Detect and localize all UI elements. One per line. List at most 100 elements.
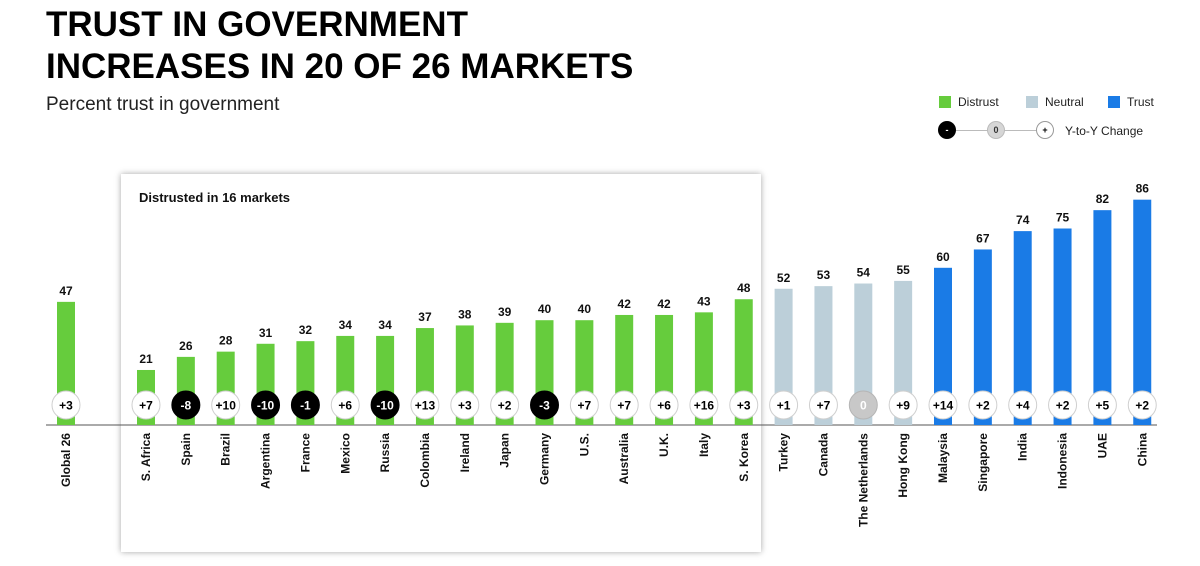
yoy-label-18: +7 [817, 399, 831, 413]
value-label-23: 74 [1016, 213, 1030, 227]
category-label-11: Germany [538, 433, 552, 485]
bar-17 [774, 288, 793, 425]
category-label-9: Ireland [458, 433, 472, 472]
value-label-19: 54 [857, 266, 871, 280]
value-label-10: 39 [498, 305, 512, 319]
value-label-9: 38 [458, 307, 472, 321]
yoy-label-7: -10 [376, 399, 394, 413]
yoy-circle-7 [370, 390, 400, 420]
yoy-circle-25 [1087, 390, 1117, 420]
yoy-circle-12 [569, 390, 599, 420]
yoy-label-17: +1 [777, 399, 791, 413]
bar-18 [814, 286, 833, 425]
category-label-26: China [1135, 433, 1149, 467]
bar-25 [1093, 210, 1112, 425]
legend-yoy-label: Y-to-Y Change [1065, 124, 1144, 138]
yoy-label-11: -3 [539, 399, 550, 413]
category-label-12: U.S. [577, 433, 591, 456]
yoy-circle-17 [769, 390, 799, 420]
legend-distrust-swatch [939, 96, 951, 108]
value-label-24: 75 [1056, 211, 1070, 225]
bar-19 [854, 283, 873, 425]
value-label-8: 37 [418, 310, 432, 324]
yoy-circle-1 [131, 390, 161, 420]
bar-23 [1013, 231, 1032, 425]
yoy-circle-0 [51, 390, 81, 420]
yoy-label-23: +4 [1016, 399, 1030, 413]
yoy-label-25: +5 [1096, 399, 1110, 413]
legend-trust-swatch [1108, 96, 1120, 108]
yoy-circle-14 [649, 390, 679, 420]
yoy-label-1: +7 [139, 399, 153, 413]
legend-distrust-label: Distrust [958, 95, 999, 109]
yoy-label-13: +7 [617, 399, 631, 413]
yoy-label-9: +3 [458, 399, 472, 413]
value-label-7: 34 [378, 318, 392, 332]
category-label-19: The Netherlands [856, 433, 870, 527]
yoy-circle-11 [530, 390, 559, 420]
yoy-circle-19 [848, 390, 878, 420]
category-label-22: Singapore [976, 433, 990, 492]
value-label-22: 67 [976, 231, 990, 245]
category-label-4: Argentina [259, 433, 273, 489]
yoy-circle-13 [609, 390, 639, 420]
bar-21 [934, 267, 952, 425]
yoy-circle-2 [171, 390, 201, 420]
yoy-label-19: 0 [860, 399, 867, 413]
legend-yoy-negative: - [938, 121, 956, 139]
category-label-6: Mexico [338, 433, 352, 474]
value-label-4: 31 [259, 326, 273, 340]
category-label-16: S. Korea [737, 433, 751, 482]
yoy-circle-24 [1048, 390, 1078, 420]
bar-24 [1053, 228, 1072, 425]
yoy-label-4: -10 [257, 399, 275, 413]
category-label-23: India [1016, 433, 1030, 461]
legend-trust: Trust [1108, 95, 1154, 109]
bar-22 [973, 249, 992, 425]
category-label-25: UAE [1095, 433, 1109, 458]
category-label-15: Italy [697, 433, 711, 457]
bar-26 [1133, 199, 1152, 425]
yoy-label-6: +6 [338, 399, 352, 413]
value-label-14: 42 [657, 297, 671, 311]
value-label-25: 82 [1096, 192, 1110, 206]
value-label-26: 86 [1136, 182, 1150, 196]
yoy-label-20: +9 [896, 399, 910, 413]
legend-neutral: Neutral [1026, 95, 1084, 109]
value-label-17: 52 [777, 271, 791, 285]
yoy-label-8: +13 [415, 399, 436, 413]
value-label-13: 42 [618, 297, 632, 311]
yoy-label-2: -8 [181, 399, 192, 413]
value-label-3: 28 [219, 334, 233, 348]
yoy-circle-26 [1127, 390, 1157, 420]
value-label-20: 55 [896, 263, 910, 277]
yoy-circle-8 [410, 390, 440, 420]
value-label-0: 47 [59, 284, 73, 298]
yoy-label-10: +2 [498, 399, 512, 413]
chart-title: TRUST IN GOVERNMENT INCREASES IN 20 OF 2… [46, 4, 633, 88]
yoy-circle-15 [689, 390, 719, 420]
legend-neutral-label: Neutral [1045, 95, 1084, 109]
yoy-circle-3 [211, 390, 241, 420]
chart-subtitle: Percent trust in government [46, 94, 280, 115]
value-label-18: 53 [817, 268, 831, 282]
category-label-7: Russia [378, 433, 392, 473]
yoy-label-3: +10 [216, 399, 237, 413]
category-label-5: France [298, 433, 312, 473]
legend-trust-label: Trust [1127, 95, 1154, 109]
yoy-label-26: +2 [1135, 399, 1149, 413]
yoy-label-15: +16 [694, 399, 715, 413]
legend-yoy-zero: 0 [987, 121, 1005, 139]
category-label-18: Canada [816, 433, 830, 477]
value-label-6: 34 [339, 318, 353, 332]
legend-yoy: - 0 + Y-to-Y Change [937, 120, 1157, 142]
distrusted-markets-label: Distrusted in 16 markets [139, 190, 291, 205]
bar-20 [894, 280, 913, 425]
value-label-15: 43 [697, 294, 711, 308]
category-label-8: Colombia [418, 433, 432, 488]
category-label-1: S. Africa [139, 433, 153, 482]
yoy-label-14: +6 [657, 399, 671, 413]
yoy-circle-6 [330, 390, 360, 420]
yoy-label-0: +3 [59, 399, 73, 413]
